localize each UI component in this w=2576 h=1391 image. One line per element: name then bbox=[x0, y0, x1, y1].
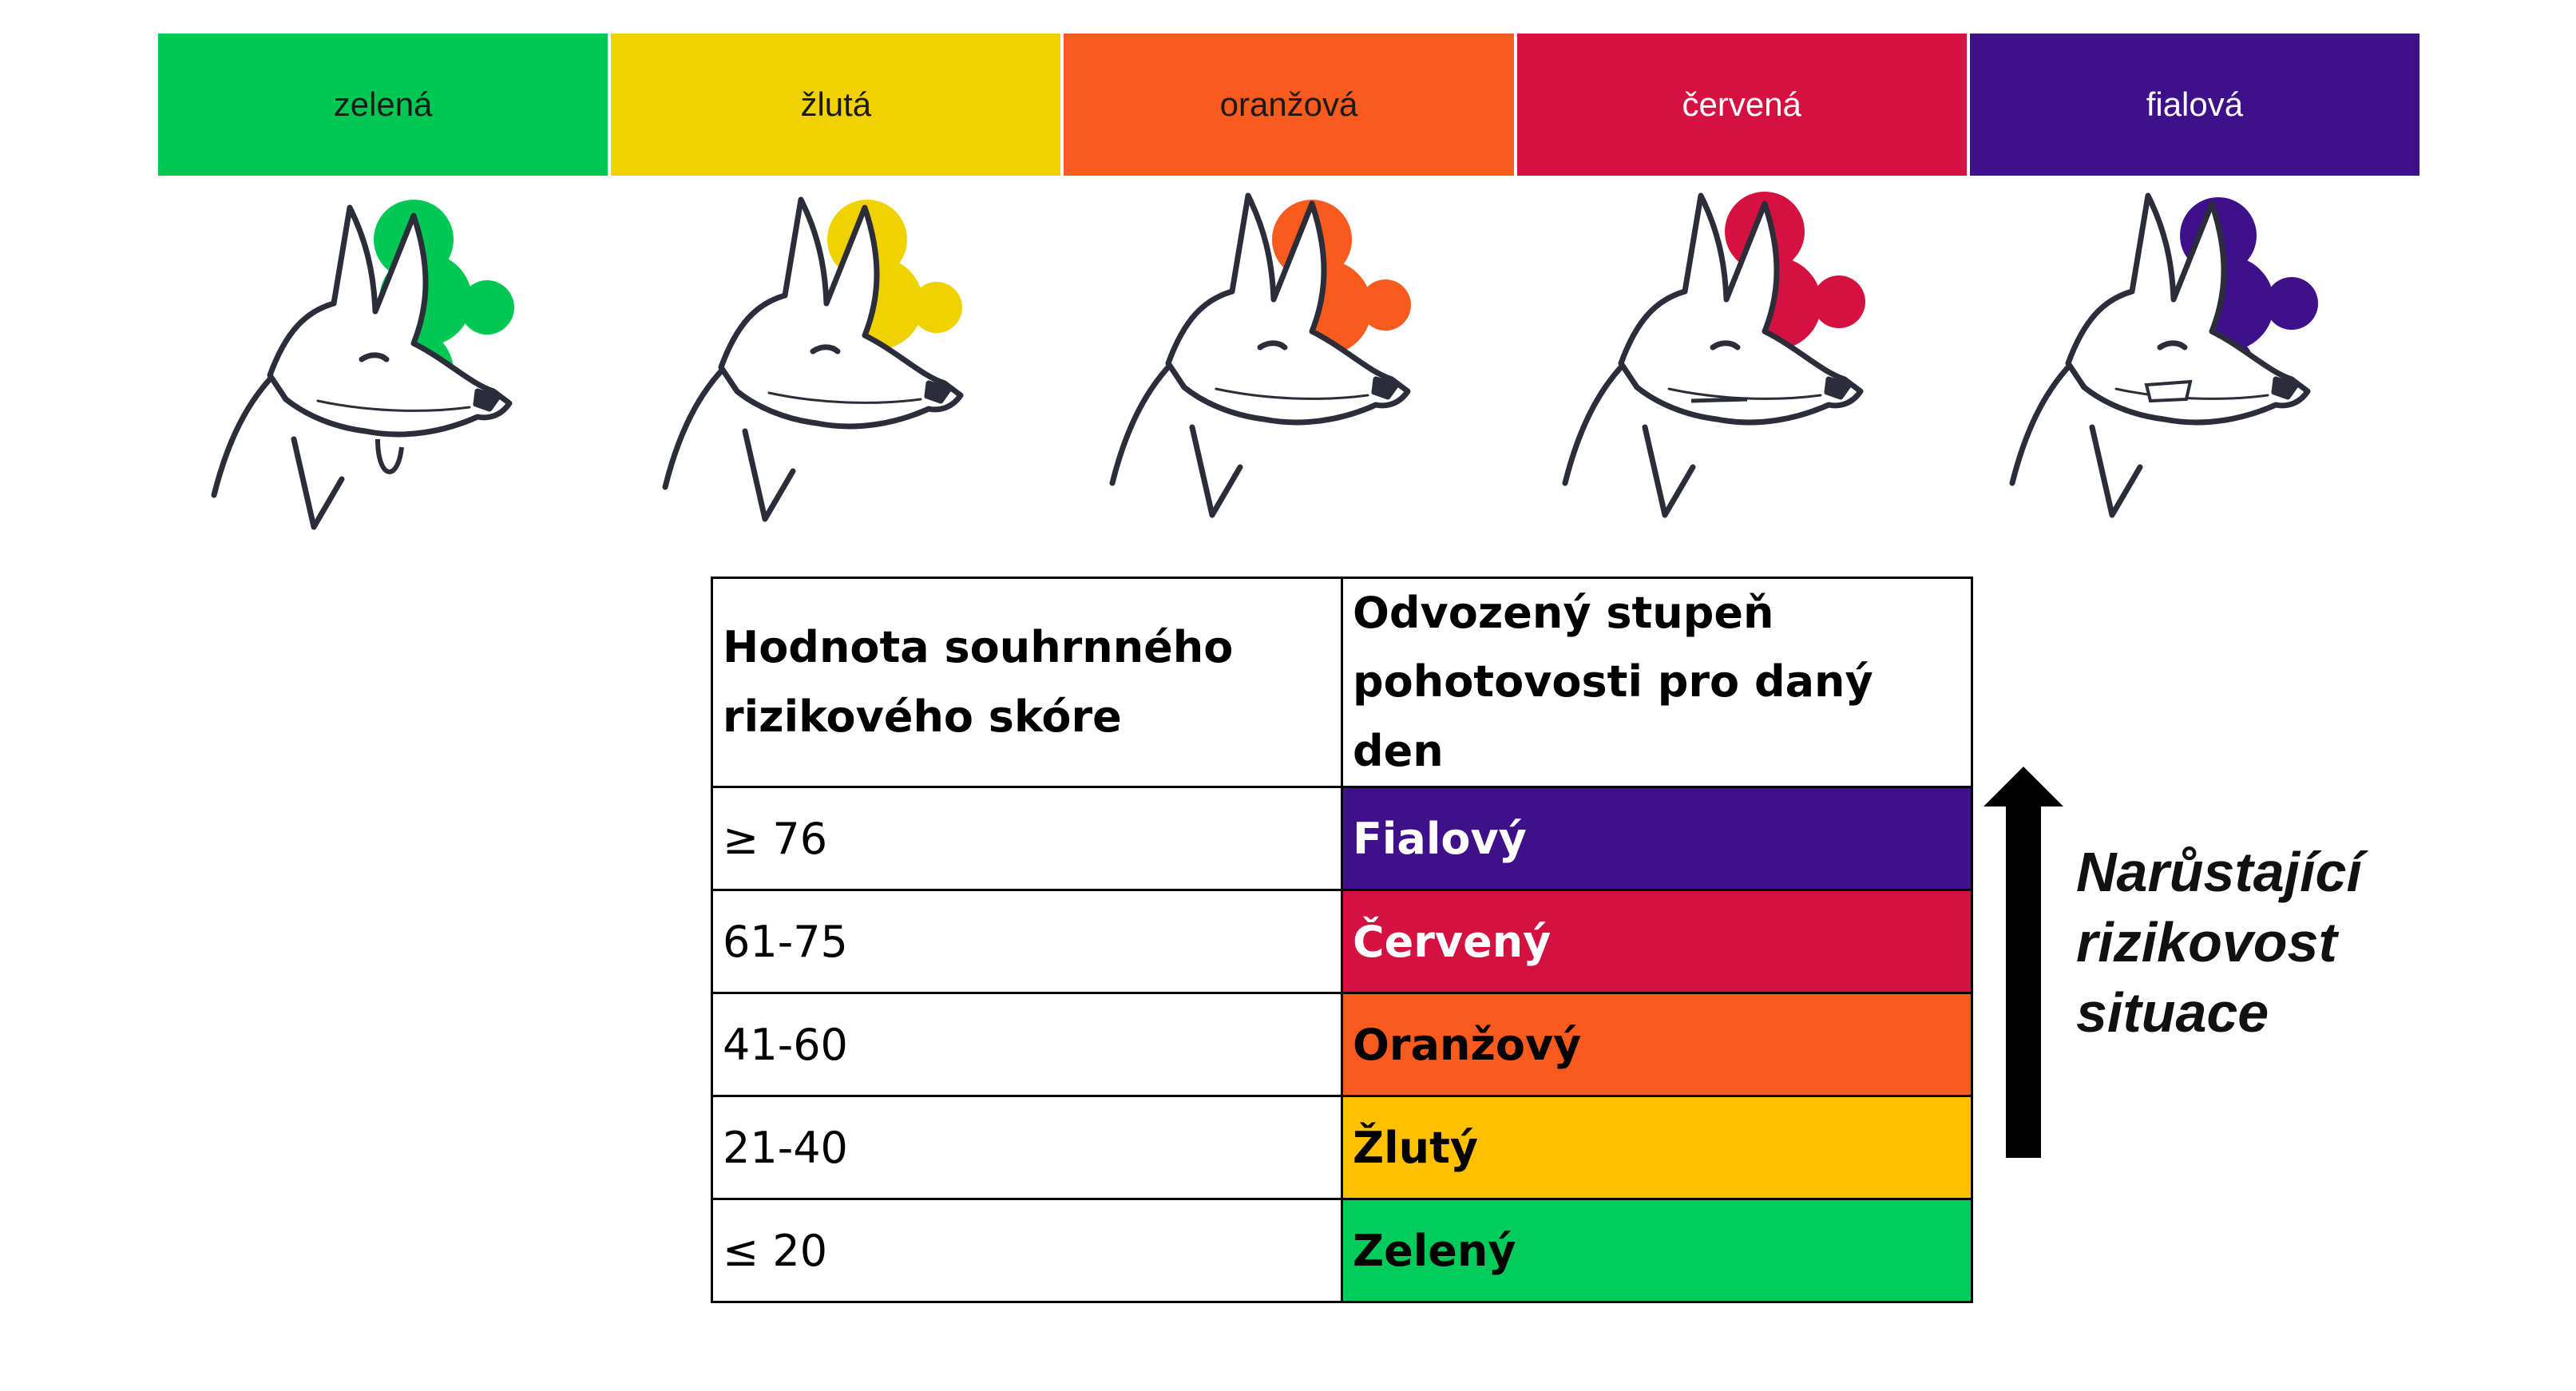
up-arrow-icon bbox=[1984, 767, 2063, 1158]
header-score: Hodnota souhrnného rizikového skóre bbox=[711, 576, 1343, 789]
score-cell: ≤ 20 bbox=[711, 1198, 1343, 1304]
level-label: fialová bbox=[2146, 85, 2244, 123]
score-cell: 61-75 bbox=[711, 889, 1343, 995]
table-row: 21-40 Žlutý bbox=[711, 1095, 1973, 1201]
table-row: ≤ 20 Zelený bbox=[711, 1198, 1973, 1304]
level-green: zelená bbox=[158, 34, 608, 176]
caption-line: Narůstající bbox=[2076, 841, 2362, 903]
increasing-risk-caption: Narůstající rizikovost situace bbox=[2076, 837, 2491, 1048]
score-cell: 21-40 bbox=[711, 1095, 1343, 1201]
dog-illustrations bbox=[158, 176, 2419, 543]
level-red: červená bbox=[1516, 34, 1967, 176]
level-cell: Zelený bbox=[1341, 1198, 1973, 1304]
table-row: 41-60 Oranžový bbox=[711, 992, 1973, 1098]
level-cell: Žlutý bbox=[1341, 1095, 1973, 1201]
table-row: 61-75 Červený bbox=[711, 889, 1973, 995]
table-header-row: Hodnota souhrnného rizikového skóre Odvo… bbox=[711, 576, 1973, 789]
caption-line: rizikovost bbox=[2076, 911, 2337, 973]
score-cell: ≥ 76 bbox=[711, 786, 1343, 892]
level-label: oranžová bbox=[1219, 85, 1358, 123]
table-row: ≥ 76 Fialový bbox=[711, 786, 1973, 892]
aggressive-dog-icon bbox=[2012, 196, 2318, 515]
tense-dog-icon bbox=[1112, 196, 1411, 515]
alert-level-bar: zelená žlutá oranžová červená fialová bbox=[158, 34, 2420, 176]
snarling-dog-icon bbox=[1565, 192, 1865, 515]
level-cell: Červený bbox=[1341, 889, 1973, 995]
level-purple: fialová bbox=[1969, 34, 2420, 176]
level-orange: oranžová bbox=[1064, 34, 1514, 176]
caption-line: situace bbox=[2076, 981, 2269, 1044]
level-label: zelená bbox=[333, 85, 433, 123]
alert-dog-icon bbox=[665, 200, 962, 519]
relaxed-dog-icon bbox=[214, 200, 514, 527]
level-cell: Fialový bbox=[1341, 786, 1973, 892]
level-label: červená bbox=[1682, 85, 1801, 123]
level-yellow: žlutá bbox=[611, 34, 1061, 176]
header-level: Odvozený stupeň pohotovosti pro daný den bbox=[1341, 576, 1973, 789]
risk-score-table: Hodnota souhrnného rizikového skóre Odvo… bbox=[711, 576, 1973, 1304]
level-label: žlutá bbox=[800, 85, 872, 123]
score-cell: 41-60 bbox=[711, 992, 1343, 1098]
level-cell: Oranžový bbox=[1341, 992, 1973, 1098]
